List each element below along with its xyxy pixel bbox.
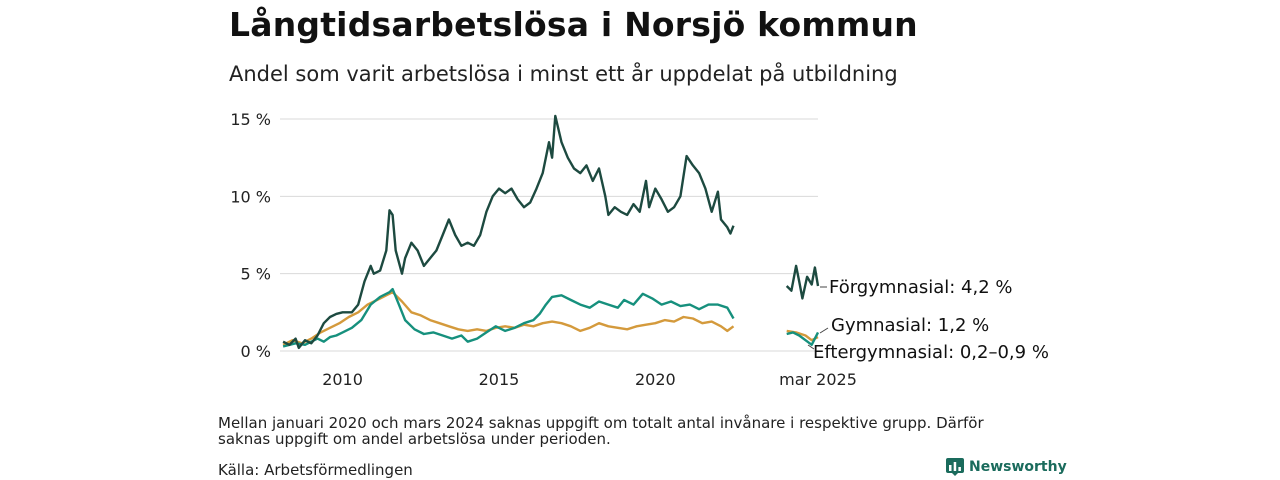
brand-name: Newsworthy bbox=[969, 459, 1067, 475]
x-axis-ticks: 2010 2015 2020 mar 2025 bbox=[322, 370, 857, 389]
series-line-gymnasial bbox=[786, 331, 820, 346]
series-line-förgymnasial bbox=[282, 114, 735, 350]
y-tick-label: 0 % bbox=[241, 342, 271, 361]
y-axis-ticks: 15 % 10 % 5 % 0 % bbox=[230, 110, 271, 361]
chart-subtitle: Andel som varit arbetslösa i minst ett å… bbox=[229, 62, 898, 86]
newsworthy-icon bbox=[946, 458, 964, 476]
series-lines bbox=[282, 114, 820, 350]
label-leader bbox=[819, 327, 829, 334]
y-tick-label: 10 % bbox=[230, 187, 271, 206]
x-tick-label: 2020 bbox=[635, 370, 676, 389]
y-tick-label: 5 % bbox=[241, 265, 271, 284]
series-labels: Förgymnasial: 4,2 % Gymnasial: 1,2 % Efter… bbox=[807, 277, 1049, 363]
series-label-förgymnasial: Förgymnasial: 4,2 % bbox=[829, 277, 1013, 298]
label-leader bbox=[807, 344, 815, 350]
line-chart: 15 % 10 % 5 % 0 % 2010 2015 2020 mar 2025 Förg… bbox=[230, 110, 1049, 389]
brand-logo[interactable]: Newsworthy bbox=[946, 458, 1067, 476]
gridlines bbox=[280, 118, 818, 352]
x-tick-label: 2015 bbox=[479, 370, 520, 389]
series-label-eftergymnasial: Eftergymnasial: 0,2–0,9 % bbox=[813, 342, 1049, 363]
source-text: Källa: Arbetsförmedlingen bbox=[218, 461, 413, 479]
x-tick-label: 2010 bbox=[322, 370, 363, 389]
y-tick-label: 15 % bbox=[230, 110, 271, 129]
footnote: Mellan januari 2020 och mars 2024 saknas… bbox=[218, 414, 984, 448]
chart-title: Långtidsarbetslösa i Norsjö kommun bbox=[229, 5, 918, 44]
series-line-förgymnasial bbox=[785, 264, 820, 300]
series-line-gymnasial bbox=[282, 287, 735, 348]
series-line-eftergymnasial bbox=[282, 291, 735, 346]
x-tick-label: mar 2025 bbox=[779, 370, 857, 389]
series-label-gymnasial: Gymnasial: 1,2 % bbox=[831, 315, 989, 336]
